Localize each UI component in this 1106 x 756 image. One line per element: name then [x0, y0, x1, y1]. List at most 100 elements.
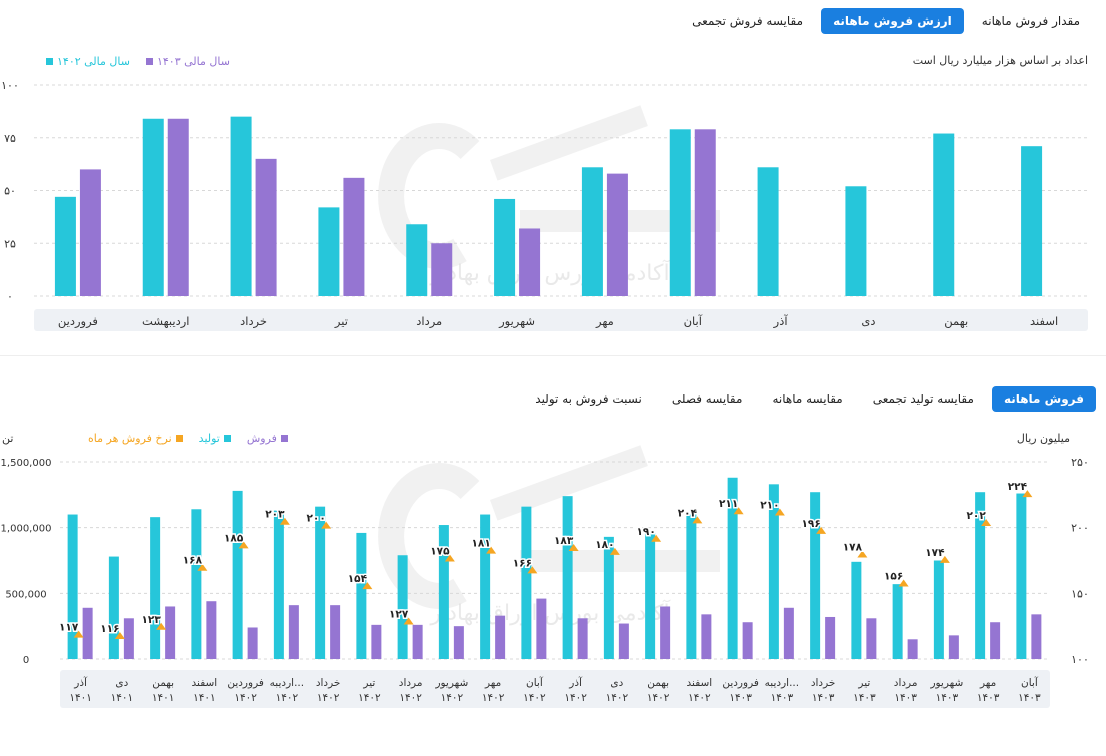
x-tick-year: ۱۴۰۱ — [193, 692, 216, 704]
rate-data-label: ۱۶۶ — [513, 557, 532, 569]
x-tick-year: ۱۴۰۲ — [482, 692, 505, 704]
right-y-tick-label: ۱۵۰ — [1071, 587, 1089, 600]
legend-item-1402[interactable]: سال مالی ۱۴۰۲ — [46, 55, 130, 68]
bar-1403 — [519, 228, 541, 296]
sales-bar — [165, 606, 176, 659]
x-tick-year: ۱۴۰۲ — [564, 692, 587, 704]
rate-data-label: ۱۷۵ — [430, 546, 450, 558]
production-bar — [108, 556, 119, 659]
y-tick-label: ۷۵ — [4, 132, 16, 145]
sales-bar — [783, 607, 794, 659]
rate-marker — [321, 521, 332, 529]
x-tick-month: خرداد — [316, 677, 341, 689]
x-tick-month: اردیبه... — [765, 677, 799, 689]
x-tick-year: ۱۴۰۲ — [276, 692, 299, 704]
bar-1402 — [318, 207, 340, 296]
rate-marker — [362, 582, 373, 590]
legend-item-rate[interactable]: نرخ فروش هر ماه — [88, 432, 183, 445]
x-tick-month: مهر — [979, 677, 996, 689]
legend-swatch-rate — [175, 435, 183, 442]
production-bar — [933, 560, 944, 659]
sales-bar — [1031, 614, 1042, 659]
legend-item-1403[interactable]: سال مالی ۱۴۰۳ — [145, 55, 230, 68]
x-tick-label: فروردین — [58, 314, 98, 329]
rate-data-label: ۲۱۰ — [760, 500, 779, 512]
sales-bar — [82, 607, 93, 659]
production-bar — [397, 555, 408, 659]
bar-1402 — [669, 129, 691, 296]
x-tick-year: ۱۴۰۱ — [111, 692, 134, 704]
right-y-tick-label: ۱۰۰ — [1071, 653, 1089, 666]
tab-monthly-sales-volume[interactable]: مقدار فروش ماهانه — [981, 14, 1080, 28]
x-tick-month: مرداد — [399, 677, 423, 689]
x-tick-year: ۱۴۰۱ — [69, 692, 92, 704]
sales-bar — [371, 624, 382, 659]
monthly-sales-value-panel: مقدار فروش ماهانه ارزش فروش ماهانه مقایس… — [0, 0, 1106, 340]
x-tick-label: تیر — [334, 314, 348, 329]
x-tick-month: مهر — [484, 677, 501, 689]
x-tick-label: خرداد — [240, 314, 267, 329]
tab-sales-to-production[interactable]: نسبت فروش به تولید — [535, 392, 642, 406]
production-bar — [603, 536, 614, 659]
legend-swatch-sales — [280, 435, 288, 442]
monthly-sales-value-chart: آکادمی بورس اوراق بهادار ۰ ۲۵ ۵۰ ۷۵ ۱۰۰ فروردی… — [1, 79, 1088, 331]
x-tick-month: آبان — [1021, 676, 1039, 689]
production-bar — [645, 532, 656, 659]
production-bar — [150, 517, 161, 659]
x-tick-year: ۱۴۰۲ — [399, 692, 422, 704]
top-legend: سال مالی ۱۴۰۲ سال مالی ۱۴۰۳ — [46, 55, 230, 68]
tab-monthly-sales[interactable]: فروش ماهانه — [991, 386, 1096, 412]
rate-data-label: ۱۱۷ — [59, 622, 79, 634]
bar-1403 — [606, 173, 628, 296]
x-tick-year: ۱۴۰۲ — [317, 692, 340, 704]
rate-marker — [1022, 490, 1033, 498]
x-tick-month: مرداد — [894, 677, 918, 689]
bar-1403 — [255, 158, 277, 296]
tab-seasonal-comparison[interactable]: مقایسه فصلی — [671, 392, 743, 406]
legend-label-1402: سال مالی ۱۴۰۲ — [57, 55, 130, 68]
x-tick-month: دی — [115, 677, 128, 689]
x-tick-label: مهر — [595, 314, 614, 329]
tab-monthly-sales-value[interactable]: ارزش فروش ماهانه — [821, 8, 964, 34]
y-tick-label: ۲۵ — [4, 237, 16, 250]
production-bar — [356, 532, 367, 659]
sales-bar — [990, 622, 1001, 659]
x-tick-label: آذر — [773, 314, 789, 329]
rate-data-label: ۱۶۸ — [183, 555, 203, 567]
rate-data-label: ۱۷۴ — [925, 547, 945, 559]
tab-cumulative-production[interactable]: مقایسه تولید تجمعی — [872, 392, 974, 406]
bar-1403 — [343, 177, 365, 296]
legend-item-sales[interactable]: فروش — [247, 432, 288, 445]
production-bar — [521, 506, 532, 659]
rate-data-label: ۱۷۸ — [843, 542, 863, 554]
x-tick-year: ۱۴۰۲ — [234, 692, 257, 704]
rate-marker — [238, 541, 249, 549]
rate-marker — [733, 507, 744, 515]
left-y-tick-label: 0 — [23, 655, 29, 666]
x-tick-month: اردیبه... — [270, 677, 304, 689]
bar-1402 — [1021, 146, 1043, 296]
tab-monthly-comparison[interactable]: مقایسه ماهانه — [772, 392, 843, 406]
top-tabs: مقدار فروش ماهانه ارزش فروش ماهانه مقایس… — [680, 8, 1092, 34]
rate-marker — [444, 554, 455, 562]
x-tick-year: ۱۴۰۳ — [853, 692, 876, 704]
tab-cumulative-sales[interactable]: مقایسه فروش تجمعی — [692, 14, 804, 28]
y-tick-label: ۱۰۰ — [1, 79, 19, 92]
rate-data-label: ۱۱۶ — [100, 623, 119, 635]
legend-swatch-production — [223, 435, 231, 442]
legend-label-sales: فروش — [246, 432, 277, 445]
bottom-legend: فروش تولید نرخ فروش هر ماه — [88, 432, 288, 445]
production-bar — [810, 492, 821, 659]
left-y-tick-label: 1,000,000 — [1, 524, 52, 535]
rate-data-label: ۱۵۶ — [884, 570, 903, 582]
sales-bar — [288, 605, 299, 659]
legend-label-rate: نرخ فروش هر ماه — [88, 432, 172, 445]
bar-1403 — [694, 129, 716, 296]
x-tick-year: ۱۴۰۱ — [152, 692, 175, 704]
rate-data-label: ۱۸۵ — [224, 532, 244, 544]
bar-1402 — [142, 118, 164, 296]
rate-marker — [981, 519, 992, 527]
legend-item-production[interactable]: تولید — [199, 432, 231, 445]
bar-1403 — [431, 243, 453, 296]
bar-1403 — [79, 169, 101, 296]
